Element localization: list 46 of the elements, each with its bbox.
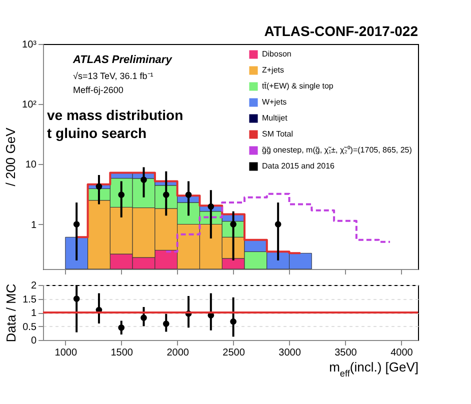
point — [118, 192, 125, 198]
point — [230, 221, 236, 228]
point — [96, 183, 102, 190]
point — [73, 221, 80, 228]
y-tick-label: 1 — [30, 308, 37, 319]
x-tick-label: 2500 — [222, 348, 246, 358]
x-tick-label: 4000 — [390, 348, 414, 358]
legend-label: Z+jets — [262, 66, 284, 74]
y-tick-label: 0 — [30, 336, 37, 346]
point — [118, 324, 125, 331]
point — [140, 314, 147, 321]
annotation: ve mass distribution — [47, 107, 184, 123]
point — [230, 318, 236, 325]
y-tick-label: 10³ — [22, 40, 38, 50]
y-tick-label: 2 — [30, 280, 37, 292]
legend-label: Diboson — [262, 50, 292, 58]
y-axis-title: Data / MC — [4, 284, 19, 342]
x-tick-label: 2000 — [166, 348, 190, 358]
legend-label: W+jets — [262, 98, 287, 106]
y-tick-label: 1 — [30, 220, 37, 231]
legend-label: Data 2015 and 2016 — [262, 162, 336, 170]
point — [162, 320, 170, 327]
y-tick-label: 1.5 — [22, 294, 37, 306]
legend-label: tt̄(+EW) & single top — [262, 82, 334, 90]
legend-label: SM Total — [262, 130, 294, 138]
y-tick-label: 10² — [22, 100, 38, 111]
point — [140, 176, 147, 183]
x-tick-label: 1000 — [54, 348, 78, 358]
text: ATLAS-CONF-2017-022 — [264, 23, 418, 39]
x-axis-title: m$_{eff}$(incl.) [GeV] — [329, 360, 418, 378]
annotation: ATLAS Preliminary — [72, 54, 173, 66]
annotation: t gluino search — [47, 125, 147, 141]
legend-label: g̃g̃ onestep, m(g̃, χ̃₁±, χ̃₂⁰)=(1705, 865, 25) — [262, 146, 412, 154]
legend-label: Multijet — [262, 114, 288, 122]
point — [208, 203, 214, 210]
x-tick-label: 3500 — [334, 348, 358, 358]
annotation: √s=13 TeV, 36.1 fb⁻¹ — [73, 71, 154, 81]
y-axis-title: / 200 GeV — [3, 127, 18, 186]
annotation: Meff-6j-2600 — [73, 85, 124, 95]
point — [73, 296, 80, 302]
y-tick-label: 0.5 — [22, 322, 37, 333]
point — [274, 221, 282, 228]
point — [185, 192, 192, 198]
y-tick-label: 10 — [25, 160, 37, 171]
x-tick-label: 1500 — [110, 348, 134, 358]
x-tick-label: 3000 — [278, 348, 302, 358]
